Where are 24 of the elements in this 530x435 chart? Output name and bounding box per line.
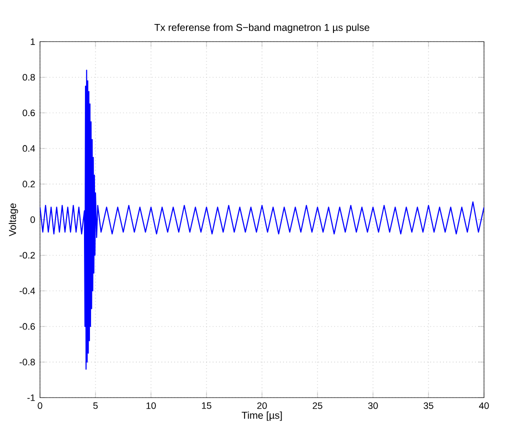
- x-tick-label: 5: [93, 402, 98, 409]
- y-tick-label: -0.4: [20, 288, 36, 294]
- y-tick-label: 1: [30, 38, 35, 45]
- y-tick-label: -0.6: [20, 323, 35, 330]
- y-tick-label: -1: [27, 394, 35, 401]
- y-tick-label: 0: [30, 216, 35, 223]
- x-tick-label: 35: [424, 402, 434, 409]
- x-tick-label: 25: [312, 402, 322, 409]
- chart-title: Tx referense from S−band magnetron 1 µs pulse: [154, 24, 370, 33]
- x-tick-label: 15: [202, 402, 212, 409]
- y-tick-label: 0.2: [22, 180, 35, 188]
- x-tick-label: 40: [479, 402, 489, 409]
- line-series: [40, 70, 484, 370]
- y-tick-label: 0.4: [22, 145, 36, 152]
- y-tick-label: -0.8: [20, 358, 35, 366]
- x-tick-label: 0: [38, 402, 42, 409]
- x-tick-label: 20: [257, 402, 267, 409]
- y-tick-label: 0.8: [22, 74, 35, 81]
- y-axis-title: Voltage: [8, 203, 18, 236]
- y-tick-label: 0.6: [22, 110, 35, 116]
- x-tick-label: 10: [146, 402, 156, 409]
- y-tick-label: -0.2: [20, 252, 35, 259]
- x-axis-title: Time [µs]: [242, 411, 282, 421]
- x-tick-label: 30: [368, 402, 378, 409]
